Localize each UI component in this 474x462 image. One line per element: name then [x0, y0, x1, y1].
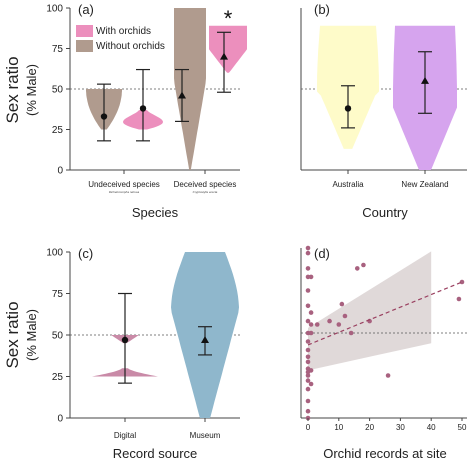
scatter-point [339, 301, 345, 307]
panel-d-x-tick-label: 20 [365, 423, 374, 432]
undeceived-without-orchids-mean-marker [100, 113, 108, 120]
scatter-point [305, 303, 311, 309]
panel-a-y-tick-label: 75 [52, 44, 64, 55]
panel-a-x-axis-label: Species [132, 205, 179, 220]
scatter-point [305, 408, 311, 414]
panel-d-x-tick-label: 10 [334, 423, 343, 432]
panel-d-x-tick-label: 0 [306, 423, 311, 432]
undeceived-with-orchids-mean-marker [139, 105, 147, 112]
scatter-point [354, 266, 360, 271]
panel-b-category-label: Australia [332, 180, 364, 189]
panel-c-record-source: 0 25 50 75 100 (c) Digital Museum Record source [46, 246, 240, 461]
y-axis-sublabel-top: (% Male) [24, 64, 39, 116]
scatter-point [385, 373, 391, 378]
panel-a-y-tick-label: 25 [52, 125, 64, 136]
scatter-point [361, 262, 366, 268]
panel-c-y-tick-label: 50 [52, 331, 64, 342]
museum-mean-marker [201, 335, 209, 343]
panel-c-category-label: Digital [114, 431, 136, 440]
y-axis-sublabel-bottom: (% Male) [24, 309, 39, 361]
scatter-point [314, 322, 320, 327]
scatter-point [305, 373, 311, 378]
scatter-point [459, 279, 465, 285]
y-axis-label-bottom: Sex ratio [3, 301, 22, 368]
panel-b-label: (b) [314, 2, 330, 17]
scatter-point [305, 245, 311, 251]
scatter-point [305, 266, 311, 271]
panel-c-y-tick-label: 100 [46, 248, 63, 259]
scatter-point [305, 354, 311, 360]
australia-mean-marker [344, 105, 352, 112]
panel-a-category-label: Deceived species [174, 180, 237, 189]
legend-label-without-orchids: Without orchids [96, 41, 165, 52]
scatter-point [308, 330, 314, 336]
scatter-point [305, 339, 311, 344]
panel-a-y-tick-label: 100 [46, 4, 63, 15]
panel-d-orchid-records: 0 10 20 30 40 50 (d) Orchid records at site [300, 245, 467, 461]
violin-deceived-without-orchids [174, 8, 206, 170]
panel-c-x-axis-label: Record source [113, 446, 198, 461]
scatter-point [327, 318, 332, 324]
panel-c-category-label: Museum [190, 431, 221, 440]
scatter-point [456, 296, 462, 302]
panel-a-category-sublabel: Dichelomorpha retrusa [109, 190, 140, 194]
panel-a-label: (a) [78, 2, 94, 17]
panel-c-y-tick-label: 75 [52, 289, 64, 300]
legend-swatch-without-orchids [76, 40, 93, 52]
y-axis-title-top: Sex ratio (% Male) [3, 56, 39, 123]
panel-b-category-label: New Zealand [401, 180, 448, 189]
panel-d-label: (d) [314, 246, 330, 261]
scatter-point [305, 318, 311, 324]
scatter-point [305, 347, 311, 353]
scatter-point [308, 368, 314, 373]
y-axis-label-top: Sex ratio [3, 56, 22, 123]
scatter-point [308, 381, 314, 387]
y-axis-title-bottom: Sex ratio (% Male) [3, 301, 39, 368]
panel-d-x-tick-label: 30 [396, 423, 405, 432]
legend-swatch-with-orchids [76, 25, 93, 37]
scatter-point [305, 250, 311, 256]
scatter-point [308, 310, 314, 315]
scatter-point [305, 398, 311, 404]
panel-a-y-tick-label: 50 [52, 85, 64, 96]
scatter-point [308, 322, 314, 327]
scatter-point [308, 274, 314, 280]
deceived-with-orchids-mean-marker [220, 52, 228, 60]
deceived-without-orchids-mean-marker [178, 91, 186, 99]
panel-c-y-tick-label: 0 [57, 414, 63, 425]
panel-d-x-tick-label: 50 [458, 423, 467, 432]
violin-deceived-with-orchids [209, 25, 247, 73]
scatter-point [305, 386, 311, 392]
panel-d-x-tick-label: 40 [427, 423, 436, 432]
panel-a-category-sublabel: Cryptostylis erecta [193, 190, 218, 194]
digital-mean-marker [121, 336, 129, 344]
scatter-point [342, 313, 348, 319]
legend-label-with-orchids: With orchids [96, 26, 151, 37]
scatter-point [305, 378, 311, 383]
panel-c-label: (c) [78, 246, 93, 261]
panel-b-country: (b) Australia New Zealand Country [300, 2, 467, 220]
panel-b-x-axis-label: Country [362, 205, 408, 220]
panel-a-category-label: Undeceived species [88, 180, 160, 189]
panel-c-y-tick-label: 25 [52, 372, 64, 383]
confidence-band [308, 251, 432, 371]
new-zealand-mean-marker [421, 76, 429, 84]
scatter-point [305, 288, 311, 293]
significance-asterisk: * [224, 6, 233, 31]
panel-a-species: 0 25 50 75 100 * (a)With orchids Without orchid… [46, 2, 247, 220]
panel-d-x-axis-label: Orchid records at site [323, 446, 447, 461]
scatter-point [305, 359, 311, 365]
scatter-point [336, 322, 342, 327]
scatter-point [348, 330, 354, 336]
panel-a-y-tick-label: 0 [57, 166, 63, 177]
